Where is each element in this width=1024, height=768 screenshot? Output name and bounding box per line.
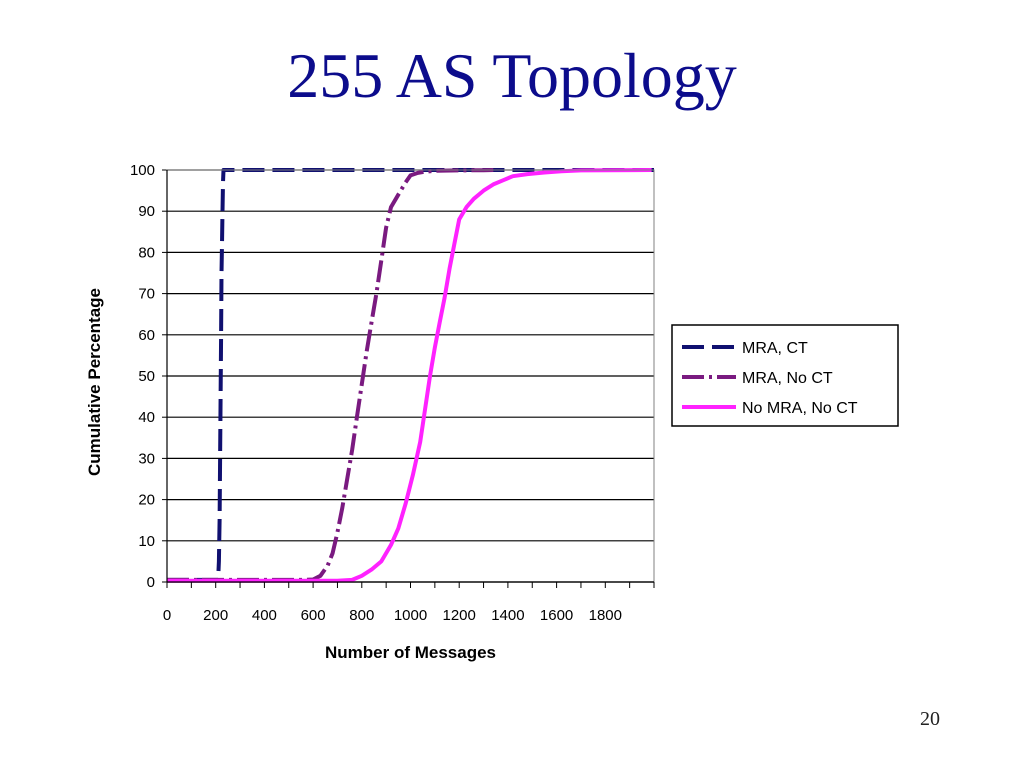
x-tick-label: 800 bbox=[349, 607, 374, 624]
page-number: 20 bbox=[920, 708, 940, 730]
y-tick-label: 0 bbox=[147, 574, 155, 591]
y-tick-label: 100 bbox=[130, 162, 155, 179]
y-axis-title: Cumulative Percentage bbox=[85, 288, 104, 476]
legend-label: MRA, No CT bbox=[742, 370, 833, 387]
series-line-3 bbox=[167, 168, 652, 583]
y-tick-label: 80 bbox=[138, 244, 155, 261]
y-tick-label: 10 bbox=[138, 533, 155, 550]
y-tick-label: 70 bbox=[138, 286, 155, 303]
slide-title: 255 AS Topology bbox=[287, 40, 737, 111]
y-tick-label: 40 bbox=[138, 409, 155, 426]
x-tick-label: 1200 bbox=[443, 607, 476, 624]
x-tick-label: 1800 bbox=[589, 607, 622, 624]
legend-label: MRA, CT bbox=[742, 340, 808, 357]
series-line-1 bbox=[167, 168, 654, 582]
y-tick-label: 90 bbox=[138, 203, 155, 220]
legend: MRA, CT MRA, No CT No MRA, No CT bbox=[671, 324, 899, 427]
x-tick-label: 400 bbox=[252, 607, 277, 624]
y-tick-label: 30 bbox=[138, 450, 155, 467]
x-tick-label: 1400 bbox=[491, 607, 524, 624]
x-tick-label: 200 bbox=[203, 607, 228, 624]
y-tick-label: 60 bbox=[138, 327, 155, 344]
x-tick-label: 1600 bbox=[540, 607, 573, 624]
series-lines bbox=[167, 168, 654, 583]
x-tick-label: 600 bbox=[301, 607, 326, 624]
legend-label: No MRA, No CT bbox=[742, 400, 858, 417]
x-tick-label: 0 bbox=[163, 607, 171, 624]
series-line-2 bbox=[167, 168, 494, 582]
x-axis-title: Number of Messages bbox=[325, 643, 496, 662]
gridlines bbox=[167, 169, 654, 583]
y-tick-label: 20 bbox=[138, 492, 155, 509]
y-tick-label: 50 bbox=[138, 368, 155, 385]
x-tick-label: 1000 bbox=[394, 607, 427, 624]
